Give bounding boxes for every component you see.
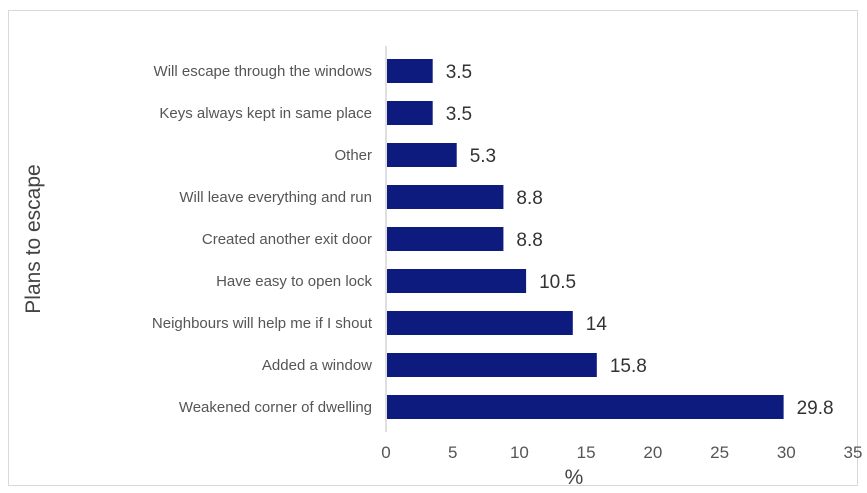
x-tick-label: 5: [448, 443, 457, 462]
bar: [387, 59, 433, 83]
bar: [387, 395, 784, 419]
bar: [387, 101, 433, 125]
x-tick-label: 30: [777, 443, 796, 462]
category-label: Added a window: [262, 357, 372, 374]
bar: [387, 353, 597, 377]
value-label: 8.8: [516, 188, 542, 209]
value-label: 15.8: [610, 356, 647, 377]
value-label: 14: [586, 314, 608, 335]
category-label: Will leave everything and run: [179, 189, 372, 206]
y-axis-title: Plans to escape: [22, 164, 45, 313]
category-label: Other: [334, 147, 372, 164]
x-tick-label: 15: [577, 443, 596, 462]
category-label: Have easy to open lock: [216, 273, 372, 290]
bar: [387, 143, 457, 167]
category-label: Weakened corner of dwelling: [179, 399, 372, 416]
category-labels: Will escape through the windows Keys alwa…: [152, 63, 373, 416]
x-tick-label: 10: [510, 443, 529, 462]
category-label: Neighbours will help me if I shout: [152, 315, 373, 332]
x-axis-title: %: [565, 466, 584, 489]
bar: [387, 269, 527, 293]
value-label: 3.5: [446, 104, 472, 125]
x-tick-label: 25: [710, 443, 729, 462]
category-label: Created another exit door: [202, 231, 372, 248]
value-label: 29.8: [797, 398, 834, 419]
x-tick-labels: 0 5 10 15 20 25 30 35: [381, 443, 862, 462]
value-label: 5.3: [470, 146, 496, 167]
value-label: 3.5: [446, 62, 472, 83]
category-label: Keys always kept in same place: [159, 105, 372, 122]
value-label: 8.8: [516, 230, 542, 251]
bar: [387, 185, 504, 209]
category-label: Will escape through the windows: [154, 63, 372, 80]
value-label: 10.5: [539, 272, 576, 293]
bar: [387, 227, 504, 251]
x-tick-label: 0: [381, 443, 390, 462]
bar: [387, 311, 573, 335]
x-tick-label: 35: [844, 443, 863, 462]
bars: [387, 59, 784, 419]
x-tick-label: 20: [643, 443, 662, 462]
